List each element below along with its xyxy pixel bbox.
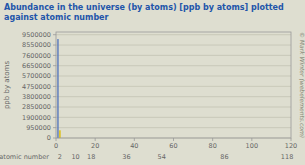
x2-tick-label: 86: [220, 153, 228, 161]
y-tick: [53, 65, 56, 66]
y-tick: [53, 76, 56, 77]
x-tick: [212, 138, 213, 141]
x-tick-label: 120: [285, 142, 297, 150]
y-axis-label: ppb by atoms: [3, 61, 11, 110]
grid-line: [56, 55, 291, 56]
y-tick-label: 5700000: [22, 72, 51, 80]
title: Abundance in the universe (by atoms) [pp…: [4, 3, 284, 22]
x-tick-label: 80: [209, 142, 217, 150]
background: [0, 0, 305, 165]
y-tick: [53, 34, 56, 35]
x2-tick-label: 118: [281, 153, 293, 161]
y-tick-label: 4750000: [22, 83, 51, 91]
grid-line: [56, 96, 291, 97]
x-tick: [56, 138, 57, 141]
y-tick-label: 0: [47, 134, 51, 142]
y-tick-label: 2850000: [22, 103, 51, 111]
y-tick: [53, 55, 56, 56]
x-tick-label: 60: [169, 142, 177, 150]
watermark: © Mark Winter (webelements.com): [299, 32, 305, 138]
y-tick-label: 1900000: [22, 114, 51, 122]
grid-line: [56, 117, 291, 118]
y-tick: [53, 96, 56, 97]
x-tick: [251, 138, 252, 141]
y-tick: [53, 107, 56, 108]
y-tick-label: 950000: [26, 124, 51, 132]
grid-line: [56, 45, 291, 46]
grid-line: [56, 107, 291, 108]
title-line: against atomic number: [4, 13, 109, 22]
x2-tick-label: 18: [87, 153, 95, 161]
y-tick: [53, 45, 56, 46]
y-tick-label: 6650000: [22, 62, 51, 70]
bar: [57, 39, 58, 138]
grid-line: [56, 76, 291, 77]
plot-frame: [56, 32, 291, 138]
x-axis-label: atomic number: [0, 153, 49, 161]
bar: [59, 130, 60, 138]
x2-tick-label: 2: [58, 153, 62, 161]
y-tick-label: 7600000: [22, 52, 51, 60]
x2-tick-label: 10: [71, 153, 79, 161]
chart: Abundance in the universe (by atoms) [pp…: [0, 0, 305, 165]
x2-tick-label: 36: [122, 153, 130, 161]
x-tick: [95, 138, 96, 141]
x-tick: [134, 138, 135, 141]
grid-line: [56, 86, 291, 87]
y-tick: [53, 117, 56, 118]
x-tick-label: 100: [246, 142, 258, 150]
x-tick: [291, 138, 292, 141]
grid-line: [56, 34, 291, 35]
title-line: Abundance in the universe (by atoms) [pp…: [4, 3, 284, 12]
y-tick-label: 3800000: [22, 93, 51, 101]
grid-line: [56, 127, 291, 128]
x-tick-label: 0: [54, 142, 58, 150]
bars: [57, 39, 60, 138]
y-tick-label: 8550000: [22, 41, 51, 49]
grid-line: [56, 65, 291, 66]
x-tick-label: 20: [91, 142, 99, 150]
y-tick: [53, 127, 56, 128]
x-tick: [173, 138, 174, 141]
x-tick-label: 40: [130, 142, 138, 150]
x2-tick-label: 54: [158, 153, 166, 161]
y-tick: [53, 86, 56, 87]
y-tick-label: 9500000: [22, 31, 51, 39]
y-tick: [53, 138, 56, 139]
